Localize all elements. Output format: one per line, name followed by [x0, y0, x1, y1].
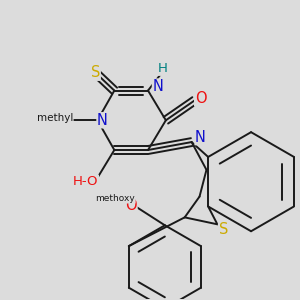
Text: H-O: H-O [73, 175, 98, 188]
Text: S: S [219, 222, 228, 237]
Text: O: O [125, 198, 137, 213]
Text: methyl: methyl [37, 113, 73, 123]
Text: N: N [97, 113, 108, 128]
Text: N: N [195, 130, 206, 145]
Text: H: H [158, 62, 168, 75]
Text: N: N [152, 79, 164, 94]
Text: S: S [91, 65, 100, 80]
Text: methoxy: methoxy [95, 194, 135, 203]
Text: O: O [195, 91, 206, 106]
